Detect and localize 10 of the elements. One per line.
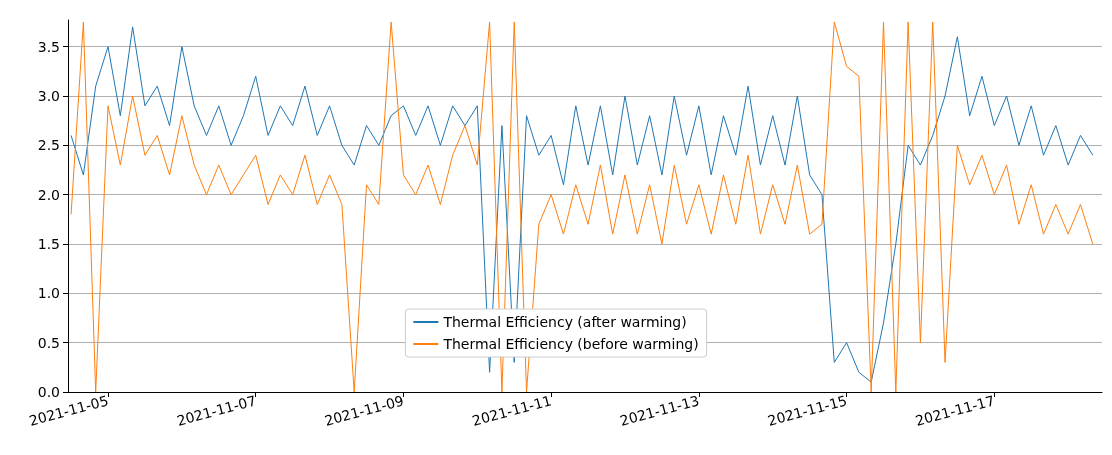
legend-label: Thermal Efficiency (after warming) — [442, 314, 687, 330]
y-tick-label: 3.0 — [37, 87, 60, 104]
y-tick-label: 3.5 — [37, 38, 60, 55]
y-tick-label: 1.5 — [37, 235, 60, 252]
y-tick-label: 1.0 — [37, 285, 60, 302]
legend-label: Thermal Efficiency (before warming) — [442, 336, 699, 352]
y-tick-label: 2.0 — [37, 186, 60, 203]
y-tick-label: 0.5 — [37, 334, 60, 351]
y-tick-label: 0.0 — [37, 384, 60, 400]
y-tick-label: 2.5 — [37, 137, 60, 154]
